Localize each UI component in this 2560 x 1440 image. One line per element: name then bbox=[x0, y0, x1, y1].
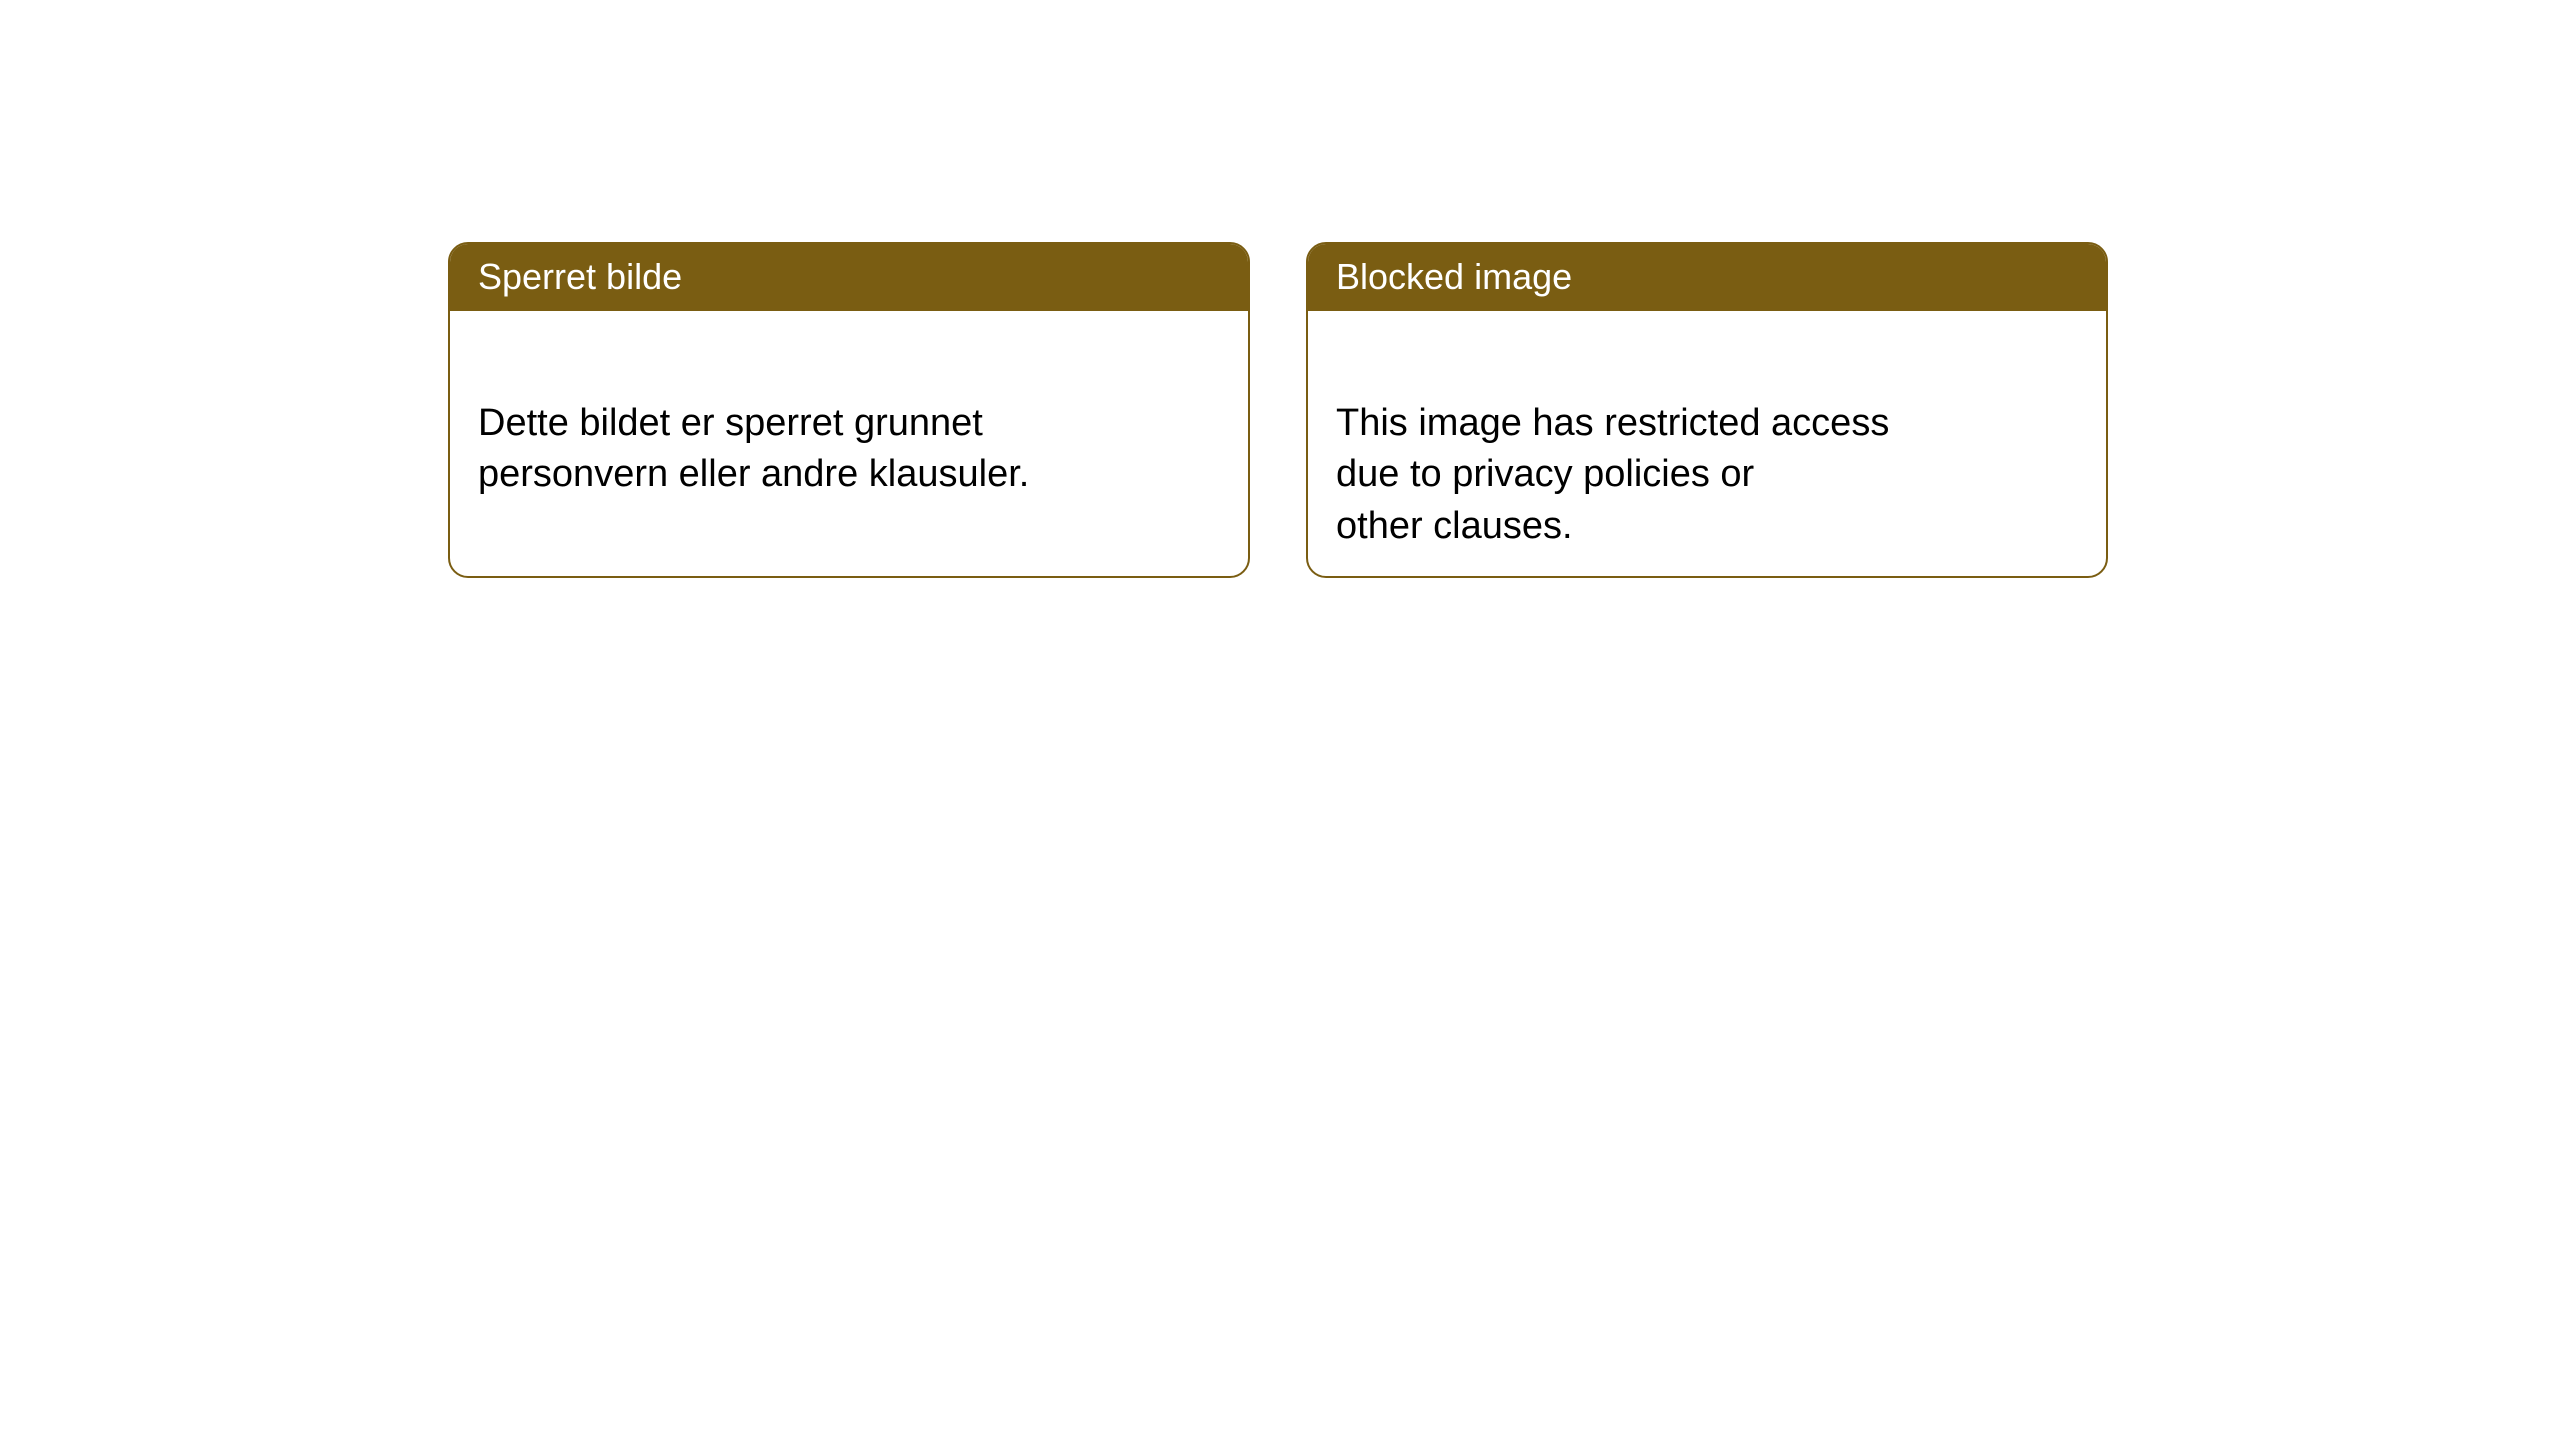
notice-card-norwegian: Sperret bilde Dette bildet er sperret gr… bbox=[448, 242, 1250, 578]
notice-body: This image has restricted access due to … bbox=[1308, 311, 2106, 578]
notice-header: Blocked image bbox=[1308, 244, 2106, 311]
notice-body: Dette bildet er sperret grunnet personve… bbox=[450, 311, 1248, 537]
notice-title: Blocked image bbox=[1336, 256, 1572, 297]
notice-header: Sperret bilde bbox=[450, 244, 1248, 311]
notice-body-text: Dette bildet er sperret grunnet personve… bbox=[478, 402, 1029, 495]
notice-title: Sperret bilde bbox=[478, 256, 682, 297]
notice-body-text: This image has restricted access due to … bbox=[1336, 402, 1889, 547]
notice-container: Sperret bilde Dette bildet er sperret gr… bbox=[0, 0, 2560, 578]
notice-card-english: Blocked image This image has restricted … bbox=[1306, 242, 2108, 578]
